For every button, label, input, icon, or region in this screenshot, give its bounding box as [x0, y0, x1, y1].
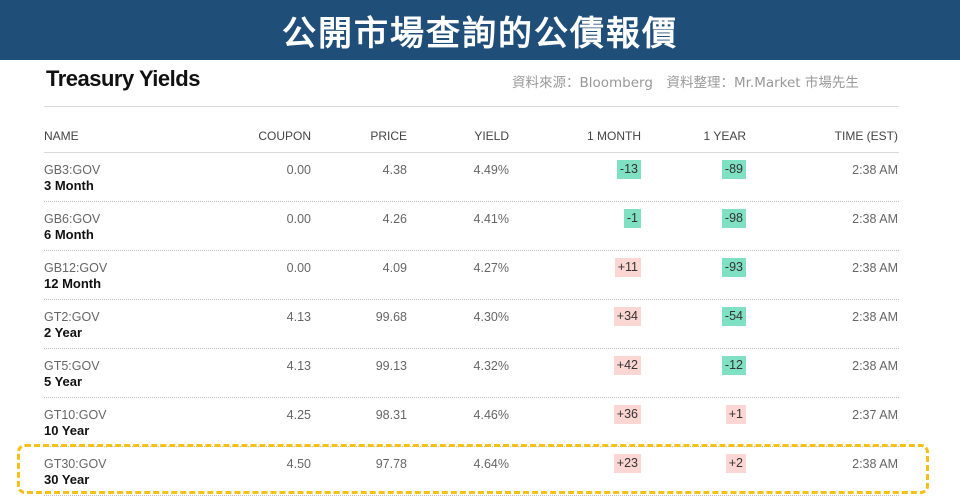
row-ticker: GT2:GOV: [44, 310, 100, 324]
col-name[interactable]: NAME: [44, 129, 79, 143]
table-row[interactable]: GB3:GOV 3 Month 0.00 4.38 4.49% -13 -89 2:38 AM: [44, 153, 899, 202]
row-yield: 4.27%: [473, 261, 509, 275]
row-coupon: 4.13: [286, 310, 311, 324]
highlight-frame-30-year: [17, 444, 929, 494]
source-note: 資料來源：Bloomberg 資料整理：Mr.Market 市場先生: [512, 75, 859, 91]
table-row[interactable]: GT5:GOV 5 Year 4.13 99.13 4.32% +42 -12 2:38 AM: [44, 349, 899, 398]
row-ticker: GB12:GOV: [44, 261, 108, 275]
row-1-year-change: +2: [725, 454, 746, 473]
row-yield: 4.64%: [473, 457, 509, 471]
row-price: 99.13: [375, 359, 407, 373]
col-1-month[interactable]: 1 MONTH: [587, 129, 641, 143]
row-1-month-change: +11: [614, 258, 641, 277]
row-ticker: GB3:GOV: [44, 163, 101, 177]
row-ticker: GT30:GOV: [44, 457, 107, 471]
col-1-year[interactable]: 1 YEAR: [703, 129, 746, 143]
row-coupon: 0.00: [286, 261, 311, 275]
row-1-year-change: +1: [725, 405, 746, 424]
header-divider: [44, 106, 899, 107]
col-coupon[interactable]: COUPON: [258, 129, 311, 143]
row-1-year-change: -12: [721, 356, 746, 375]
table-row[interactable]: GB12:GOV 12 Month 0.00 4.09 4.27% +11 -93 2:38 …: [44, 251, 899, 300]
row-coupon: 0.00: [286, 163, 311, 177]
row-price: 98.31: [375, 408, 407, 422]
row-yield: 4.30%: [473, 310, 509, 324]
row-time: 2:38 AM: [852, 359, 898, 373]
row-yield: 4.41%: [473, 212, 509, 226]
row-coupon: 4.25: [286, 408, 311, 422]
row-time: 2:38 AM: [852, 261, 898, 275]
row-term: 3 Month: [44, 178, 94, 193]
row-term: 30 Year: [44, 472, 90, 487]
row-ticker: GT5:GOV: [44, 359, 100, 373]
row-1-year-change: -89: [721, 160, 746, 179]
col-price[interactable]: PRICE: [370, 129, 407, 143]
row-1-year-change: -54: [721, 307, 746, 326]
row-coupon: 0.00: [286, 212, 311, 226]
row-price: 4.26: [382, 212, 407, 226]
row-yield: 4.49%: [473, 163, 509, 177]
row-1-year-change: -98: [721, 209, 746, 228]
row-term: 5 Year: [44, 374, 83, 389]
col-time[interactable]: TIME (EST): [834, 129, 898, 143]
row-price: 4.09: [382, 261, 407, 275]
banner-title: 公開市場查詢的公債報價: [282, 13, 678, 54]
table-row[interactable]: GT30:GOV 30 Year 4.50 97.78 4.64% +23 +2 2:38 A…: [44, 447, 899, 496]
table-row[interactable]: GB6:GOV 6 Month 0.00 4.26 4.41% -1 -98 2:38 AM: [44, 202, 899, 251]
row-coupon: 4.50: [286, 457, 311, 471]
row-time: 2:38 AM: [852, 163, 898, 177]
row-1-month-change: +36: [613, 405, 641, 424]
row-yield: 4.32%: [473, 359, 509, 373]
row-yield: 4.46%: [473, 408, 509, 422]
row-time: 2:38 AM: [852, 457, 898, 471]
title-banner: 公開市場查詢的公債報價: [0, 0, 960, 60]
table-row[interactable]: GT2:GOV 2 Year 4.13 99.68 4.30% +34 -54 2:38 AM: [44, 300, 899, 349]
row-ticker: GB6:GOV: [44, 212, 101, 226]
row-term: 12 Month: [44, 276, 102, 291]
row-term: 10 Year: [44, 423, 90, 438]
row-1-month-change: +23: [613, 454, 641, 473]
row-1-year-change: -93: [721, 258, 746, 277]
row-time: 2:38 AM: [852, 310, 898, 324]
row-coupon: 4.13: [286, 359, 311, 373]
row-1-month-change: +42: [613, 356, 641, 375]
table-row[interactable]: GT10:GOV 10 Year 4.25 98.31 4.46% +36 +1 2:37 A…: [44, 398, 899, 447]
row-1-month-change: +34: [613, 307, 641, 326]
row-price: 97.78: [375, 457, 407, 471]
row-price: 4.38: [382, 163, 407, 177]
widget-title: Treasury Yields: [46, 66, 200, 91]
col-yield[interactable]: YIELD: [474, 129, 509, 143]
row-price: 99.68: [375, 310, 407, 324]
row-1-month-change: -1: [623, 209, 641, 228]
row-1-month-change: -13: [616, 160, 641, 179]
column-divider: [44, 152, 899, 153]
row-time: 2:37 AM: [852, 408, 898, 422]
row-time: 2:38 AM: [852, 212, 898, 226]
row-ticker: GT10:GOV: [44, 408, 107, 422]
row-term: 2 Year: [44, 325, 83, 340]
row-term: 6 Month: [44, 227, 94, 242]
